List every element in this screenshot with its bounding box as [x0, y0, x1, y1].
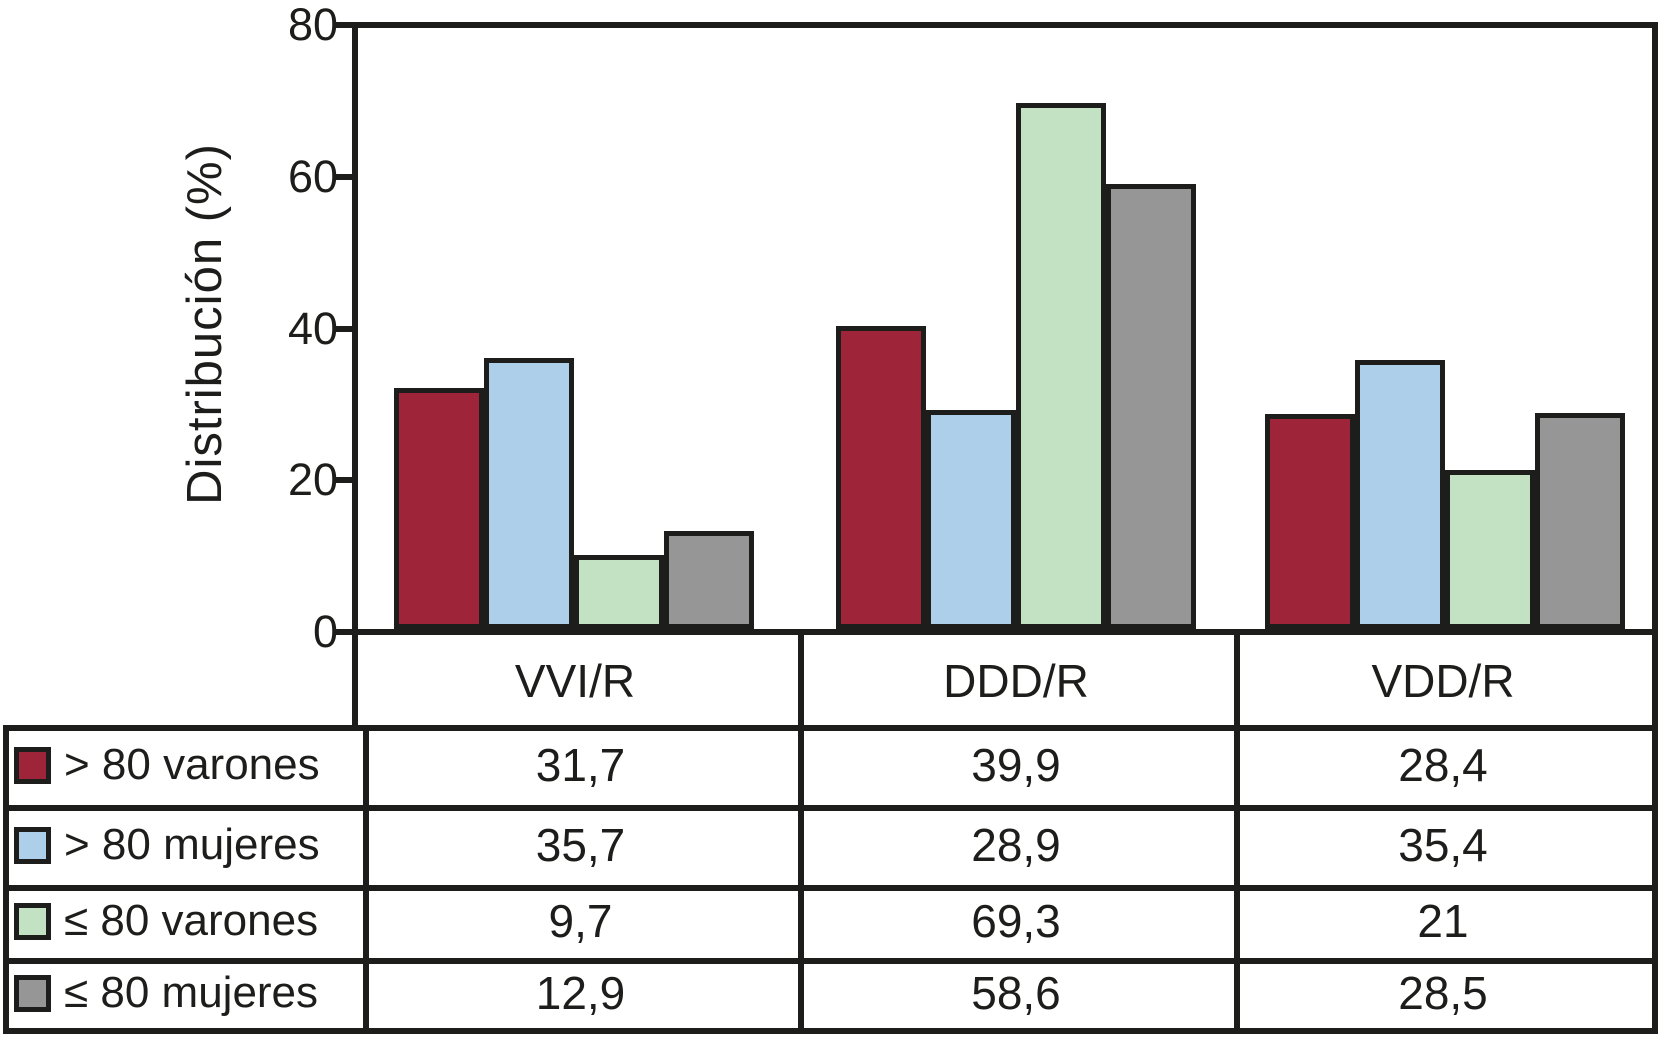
table-rule-horizontal: [3, 885, 1658, 891]
y-tick-mark: [334, 22, 352, 28]
y-tick-mark: [334, 629, 352, 635]
table-cell-value: 69,3: [971, 895, 1061, 947]
y-tick-mark: [334, 325, 352, 332]
table-cell-value: 9,7: [548, 895, 613, 947]
legend-label: ≤ 80 varones: [64, 896, 319, 945]
bar--80-varones-ddd-r: [1016, 103, 1106, 629]
category-header: VVI/R: [514, 655, 636, 707]
table-rule-horizontal: [3, 805, 1658, 811]
y-tick-label: 60: [287, 150, 338, 202]
header-border-left: [352, 635, 358, 731]
bar--80-mujeres-vdd-r: [1535, 413, 1625, 629]
y-tick-label: 0: [312, 606, 338, 657]
table-cell-value: 28,4: [1398, 739, 1488, 791]
bar--80-varones-vdd-r: [1265, 414, 1355, 629]
table-border-left: [3, 725, 9, 1034]
table-cell-value: 39,9: [971, 739, 1061, 791]
table-cell-value: 35,7: [535, 819, 626, 871]
legend-swatch: [14, 975, 51, 1012]
bar--80-mujeres-ddd-r: [926, 410, 1016, 629]
y-tick-mark: [334, 173, 352, 180]
bar--80-varones-ddd-r: [836, 326, 926, 629]
y-tick-mark: [334, 477, 352, 484]
bar--80-mujeres-ddd-r: [1106, 184, 1196, 629]
legend-label: > 80 varones: [64, 740, 320, 789]
table-cell-value: 21: [1417, 895, 1469, 947]
table-cell-value: 31,7: [535, 739, 626, 791]
y-tick-label: 40: [287, 302, 338, 354]
bar--80-varones-vvi-r: [394, 388, 484, 629]
legend-swatch: [14, 903, 51, 940]
column-rule: [1234, 635, 1240, 1034]
category-header: DDD/R: [943, 655, 1089, 707]
legend-column-rule: [363, 725, 369, 1034]
table-cell-value: 28,9: [971, 819, 1061, 871]
y-tick-label: 20: [287, 454, 338, 506]
table-rule-horizontal: [3, 958, 1658, 964]
bar--80-varones-vvi-r: [574, 555, 664, 629]
table-cell-value: 35,4: [1398, 819, 1488, 871]
category-header: VDD/R: [1371, 655, 1515, 707]
table-cell-value: 12,9: [535, 967, 626, 1019]
bar--80-varones-vdd-r: [1445, 470, 1535, 629]
table-cell-value: 28,5: [1398, 967, 1488, 1019]
legend-swatch: [14, 827, 51, 864]
table-rule-horizontal: [3, 725, 1658, 731]
bar--80-mujeres-vvi-r: [664, 531, 754, 629]
bar--80-mujeres-vdd-r: [1355, 360, 1445, 629]
table-border-right: [1652, 635, 1658, 1034]
y-tick-label: 80: [287, 0, 338, 50]
table-rule-horizontal: [3, 1028, 1658, 1034]
table-cell-value: 58,6: [971, 967, 1061, 1019]
column-rule: [798, 635, 804, 1034]
legend-swatch: [14, 747, 51, 784]
bar--80-mujeres-vvi-r: [484, 358, 574, 629]
legend-label: ≤ 80 mujeres: [64, 968, 319, 1017]
legend-label: > 80 mujeres: [64, 820, 320, 869]
